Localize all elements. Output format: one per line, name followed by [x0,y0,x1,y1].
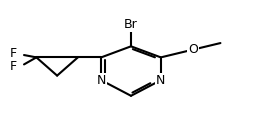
Text: F: F [9,47,17,60]
Text: Br: Br [124,18,138,31]
Text: O: O [188,43,198,56]
Text: N: N [156,74,166,87]
Text: F: F [9,60,17,73]
Text: N: N [96,74,106,87]
